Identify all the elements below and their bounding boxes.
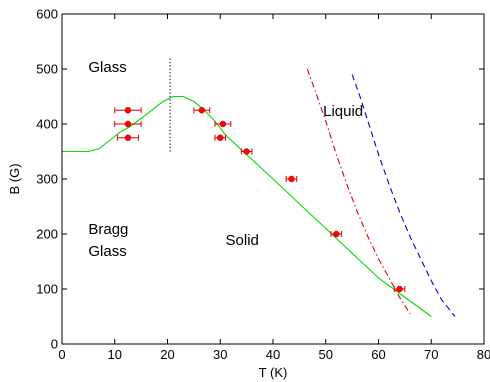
point-marker xyxy=(217,134,224,141)
point-marker xyxy=(243,148,250,155)
point-marker xyxy=(198,107,206,114)
y-tick-label: 300 xyxy=(36,172,58,187)
annotation-layer: Glass Liquid Bragg Glass Solid xyxy=(88,59,363,260)
point-marker xyxy=(396,285,403,293)
data-point xyxy=(114,120,142,128)
y-tick-label: 400 xyxy=(36,117,58,132)
x-tick-label: 30 xyxy=(213,347,227,362)
x-tick-label: 10 xyxy=(108,347,122,362)
x-tick-label: 40 xyxy=(266,347,280,362)
ticks-layer: 0 10 20 30 40 50 60 70 80 0 100 200 300 400 500 600 xyxy=(36,7,490,363)
region-label: Bragg xyxy=(88,221,128,238)
x-tick-label: 70 xyxy=(424,347,438,362)
data-point xyxy=(214,134,227,141)
y-tick-label: 600 xyxy=(36,7,58,22)
y-tick-label: 200 xyxy=(36,227,58,242)
data-point xyxy=(114,107,142,114)
series-line-dashed xyxy=(351,74,456,317)
x-tick-label: 0 xyxy=(58,347,65,362)
point-marker xyxy=(288,175,295,183)
region-label: Liquid xyxy=(323,103,363,120)
point-marker xyxy=(124,120,132,128)
region-label: Glass xyxy=(88,59,126,76)
data-point xyxy=(116,134,139,141)
point-marker xyxy=(124,107,132,114)
data-point xyxy=(393,285,406,293)
data-point xyxy=(240,148,253,155)
data-point xyxy=(193,107,211,114)
region-label: Solid xyxy=(226,232,259,249)
x-tick-label: 80 xyxy=(477,347,490,362)
y-axis-label: B (G) xyxy=(7,163,22,194)
data-point xyxy=(285,175,298,183)
y-tick-label: 0 xyxy=(51,337,58,352)
y-tick-label: 500 xyxy=(36,62,58,77)
x-tick-label: 60 xyxy=(371,347,385,362)
x-axis-label: T (K) xyxy=(259,365,288,380)
data-point xyxy=(330,230,343,238)
point-marker xyxy=(219,120,227,128)
point-marker xyxy=(124,134,132,141)
points-layer xyxy=(114,107,406,293)
region-label: Glass xyxy=(88,243,126,260)
series-layer xyxy=(62,58,456,317)
series-line-solid xyxy=(62,95,432,317)
y-tick-label: 100 xyxy=(36,282,58,297)
data-point xyxy=(214,120,232,128)
point-marker xyxy=(333,230,340,238)
x-tick-label: 50 xyxy=(319,347,333,362)
series-line-dashdot xyxy=(306,68,411,315)
x-tick-label: 20 xyxy=(160,347,174,362)
